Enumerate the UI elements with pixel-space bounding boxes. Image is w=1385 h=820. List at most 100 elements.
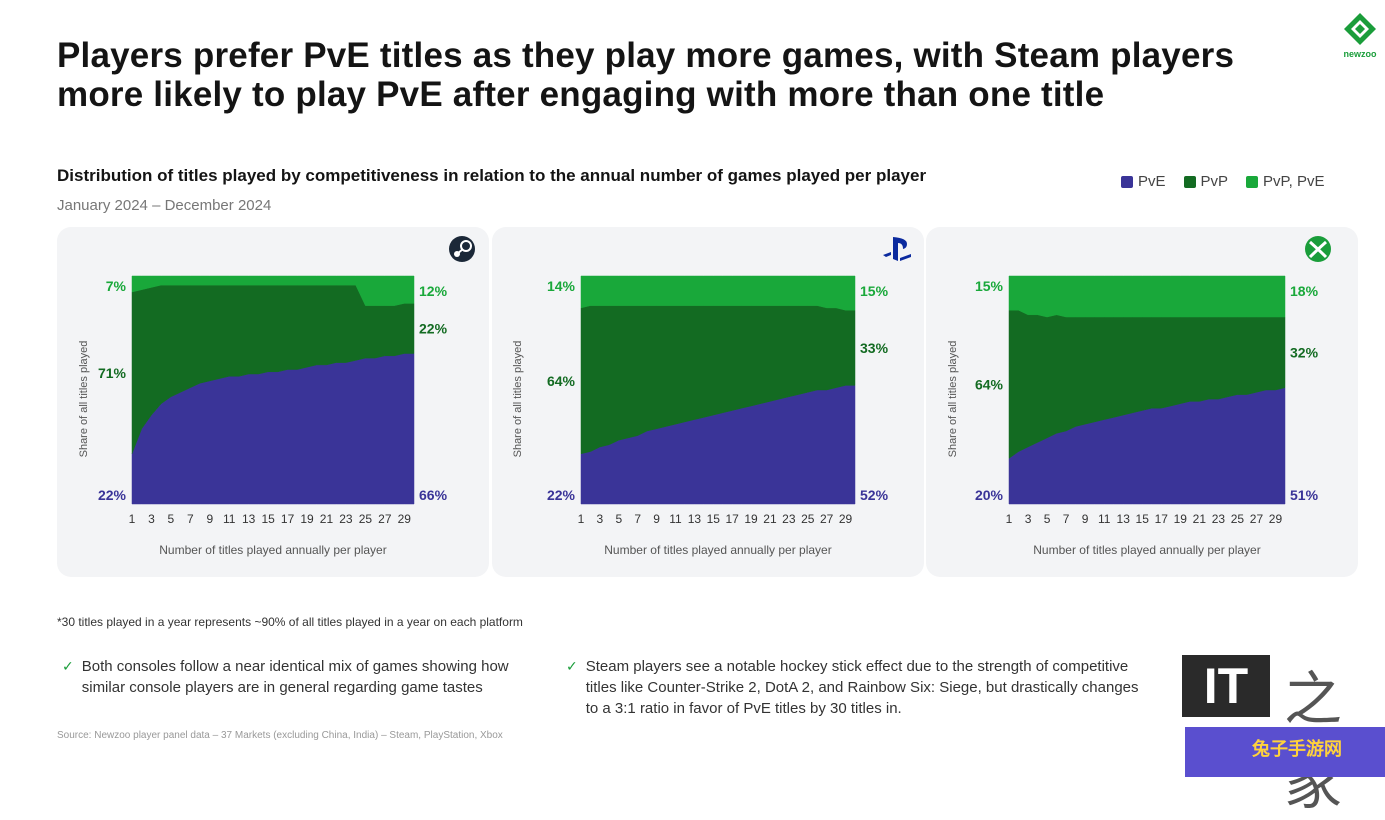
legend-swatch-pvp-pve bbox=[1246, 175, 1259, 188]
x-axis-label: Number of titles played annually per pla… bbox=[159, 543, 386, 557]
x-tick-label: 27 bbox=[820, 512, 834, 526]
x-tick-label: 15 bbox=[1136, 512, 1150, 526]
x-tick-label: 3 bbox=[597, 512, 604, 526]
x-tick-label: 23 bbox=[1212, 512, 1226, 526]
x-tick-label: 11 bbox=[669, 512, 682, 526]
x-tick-label: 1 bbox=[578, 512, 585, 526]
date-range: January 2024 – December 2024 bbox=[57, 197, 272, 214]
data-label-right-pvp-pve: 12% bbox=[419, 283, 448, 299]
data-label-right-pvp-pve: 15% bbox=[860, 283, 889, 299]
x-tick-label: 5 bbox=[615, 512, 622, 526]
legend-label-pvp-pve: PvP, PvE bbox=[1263, 173, 1325, 190]
title-line-2: more likely to play PvE after engaging w… bbox=[57, 75, 1105, 114]
check-icon: ✓ bbox=[62, 658, 74, 674]
page-title: Players prefer PvE titles as they play m… bbox=[57, 36, 1307, 114]
y-axis-label: Share of all titles played bbox=[512, 341, 524, 458]
bullet-consoles: ✓ Both consoles follow a near identical … bbox=[62, 656, 509, 698]
x-tick-label: 1 bbox=[1006, 512, 1013, 526]
x-tick-label: 11 bbox=[1098, 512, 1111, 526]
x-tick-label: 21 bbox=[320, 512, 334, 526]
x-tick-label: 9 bbox=[1082, 512, 1089, 526]
logo-text: newzoo bbox=[1343, 49, 1377, 59]
bullet-line: Steam players see a notable hockey stick… bbox=[585, 658, 1129, 675]
xbox-icon-x bbox=[1308, 240, 1328, 259]
x-tick-label: 23 bbox=[782, 512, 796, 526]
x-tick-label: 3 bbox=[1025, 512, 1032, 526]
x-tick-label: 5 bbox=[1044, 512, 1051, 526]
data-label-right-pvp: 32% bbox=[1290, 344, 1319, 360]
x-tick-label: 25 bbox=[359, 512, 373, 526]
x-tick-label: 7 bbox=[634, 512, 641, 526]
x-tick-label: 29 bbox=[839, 512, 853, 526]
x-tick-label: 21 bbox=[1193, 512, 1207, 526]
bullet-text: Steam players see a notable hockey stick… bbox=[586, 656, 1139, 719]
x-tick-label: 11 bbox=[223, 512, 236, 526]
title-line-1: Players prefer PvE titles as they play m… bbox=[57, 36, 1235, 75]
data-label-right-pvp: 33% bbox=[860, 340, 889, 356]
check-icon: ✓ bbox=[566, 658, 578, 674]
legend-label-pve: PvE bbox=[1138, 173, 1166, 190]
x-tick-label: 25 bbox=[1231, 512, 1245, 526]
playstation-icon-p bbox=[893, 237, 907, 261]
area-pvp-pve bbox=[131, 275, 415, 306]
bullet-steam: ✓ Steam players see a notable hockey sti… bbox=[566, 656, 1139, 719]
data-label-right-pvp-pve: 18% bbox=[1290, 283, 1319, 299]
area-pvp-pve bbox=[580, 275, 856, 311]
area-pvp-pve bbox=[1008, 275, 1286, 318]
x-tick-label: 17 bbox=[281, 512, 295, 526]
data-label-left-pve: 20% bbox=[975, 487, 1004, 503]
legend-item-pve: PvE bbox=[1121, 173, 1166, 190]
data-label-left-pvp-pve: 14% bbox=[547, 278, 576, 294]
x-tick-label: 27 bbox=[1250, 512, 1264, 526]
x-tick-label: 15 bbox=[261, 512, 275, 526]
data-label-left-pvp-pve: 7% bbox=[106, 278, 127, 294]
data-label-left-pvp: 64% bbox=[975, 376, 1004, 392]
x-tick-label: 21 bbox=[763, 512, 777, 526]
playstation-icon-s bbox=[883, 252, 911, 261]
x-tick-label: 19 bbox=[744, 512, 758, 526]
bullet-line: titles like Counter-Strike 2, DotA 2, an… bbox=[585, 679, 1139, 696]
legend-item-pvp: PvP bbox=[1183, 173, 1229, 190]
legend-label-pvp: PvP bbox=[1200, 173, 1229, 190]
x-tick-label: 13 bbox=[242, 512, 256, 526]
x-tick-label: 29 bbox=[1269, 512, 1283, 526]
x-tick-label: 27 bbox=[378, 512, 392, 526]
steam-icon bbox=[449, 236, 475, 262]
steam-icon-gear bbox=[460, 240, 472, 252]
x-tick-label: 13 bbox=[1117, 512, 1131, 526]
watermark-band-text: 兔子手游网 bbox=[1252, 739, 1342, 759]
watermark-it-logo: IT bbox=[1182, 655, 1270, 717]
chart-panel-steam: 1 3 5 7 9 11 13 15 17 19 21 23 25 27 29 Number of title… bbox=[57, 227, 489, 577]
x-tick-label: 15 bbox=[707, 512, 721, 526]
footnote: *30 titles played in a year represents ~… bbox=[57, 615, 523, 629]
legend-swatch-pve bbox=[1121, 175, 1133, 188]
x-tick-label: 3 bbox=[148, 512, 155, 526]
newzoo-logo: newzoo bbox=[1338, 12, 1382, 59]
x-tick-label: 5 bbox=[168, 512, 175, 526]
bullet-line: Both consoles follow a near identical mi… bbox=[81, 658, 509, 675]
source-note: Source: Newzoo player panel data – 37 Ma… bbox=[57, 730, 503, 741]
y-axis-label: Share of all titles played bbox=[78, 341, 90, 458]
chart-panel-xbox: 1 3 5 7 9 11 13 15 17 19 21 23 25 27 29 Number of title… bbox=[926, 227, 1358, 577]
data-label-right-pve: 51% bbox=[1290, 487, 1319, 503]
data-label-left-pvp-pve: 15% bbox=[975, 278, 1004, 294]
bullet-line: similar console players are in general r… bbox=[81, 679, 483, 696]
x-tick-label: 19 bbox=[300, 512, 314, 526]
x-tick-label: 1 bbox=[129, 512, 136, 526]
x-tick-label: 9 bbox=[206, 512, 213, 526]
newzoo-logo-icon bbox=[1344, 13, 1376, 45]
x-tick-label: 19 bbox=[1174, 512, 1188, 526]
data-label-left-pve: 22% bbox=[98, 487, 127, 503]
playstation-icon bbox=[883, 237, 911, 261]
legend: PvE PvP PvP, PvE bbox=[1121, 173, 1324, 190]
steam-icon-arm bbox=[456, 248, 464, 255]
data-label-right-pve: 66% bbox=[419, 487, 448, 503]
data-label-right-pvp: 22% bbox=[419, 320, 448, 336]
x-axis-label: Number of titles played annually per pla… bbox=[604, 543, 831, 557]
data-label-right-pve: 52% bbox=[860, 487, 889, 503]
x-tick-label: 25 bbox=[801, 512, 815, 526]
y-axis-label: Share of all titles played bbox=[947, 341, 959, 458]
data-label-left-pve: 22% bbox=[547, 487, 576, 503]
